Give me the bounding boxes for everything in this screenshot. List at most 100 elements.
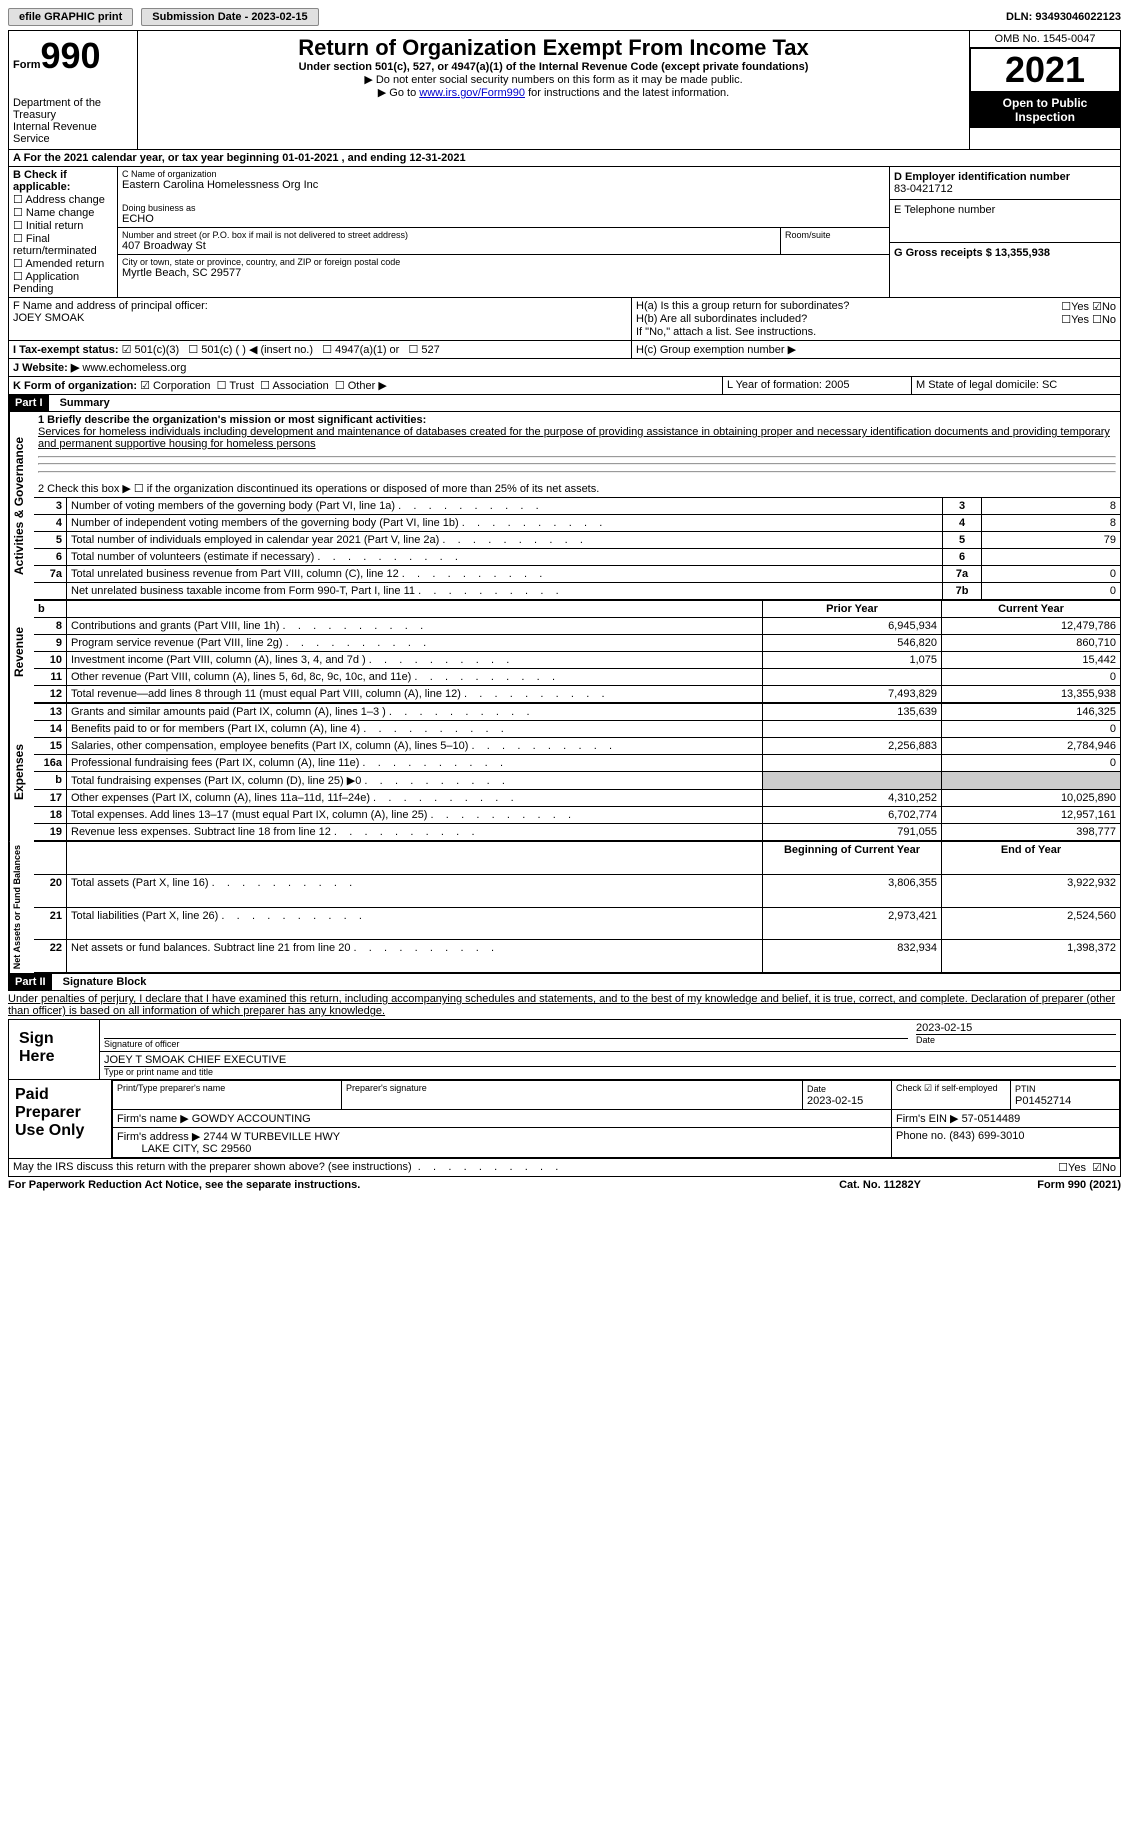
check-self-label: Check ☑ if self-employed	[892, 1081, 1011, 1110]
hb-note: If "No," attach a list. See instructions…	[636, 326, 1116, 338]
form-label: Form	[13, 59, 41, 71]
g-label: G Gross receipts $ 13,355,938	[894, 247, 1116, 259]
org-name: Eastern Carolina Homelessness Org Inc	[122, 179, 885, 191]
cb-initial[interactable]: Initial return	[26, 220, 83, 232]
discuss-no[interactable]: No	[1102, 1162, 1116, 1174]
i-501c[interactable]: 501(c) ( ) ◀ (insert no.)	[201, 344, 313, 356]
firm-addr2: LAKE CITY, SC 29560	[141, 1143, 251, 1155]
sign-here-block: Sign Here Signature of officer 2023-02-1…	[8, 1019, 1121, 1080]
firm-addr-label: Firm's address ▶	[117, 1131, 200, 1143]
table-row: Beginning of Current Year End of Year	[34, 842, 1120, 875]
table-row: 17 Other expenses (Part IX, column (A), …	[34, 790, 1120, 807]
table-row: 12 Total revenue—add lines 8 through 11 …	[34, 686, 1120, 703]
irs-label: Internal Revenue Service	[13, 121, 133, 145]
i-501c3[interactable]: 501(c)(3)	[135, 344, 180, 356]
cb-pending[interactable]: Application Pending	[13, 271, 79, 295]
form990-link[interactable]: www.irs.gov/Form990	[419, 87, 525, 99]
k-label: K Form of organization:	[13, 380, 137, 392]
declaration-text: Under penalties of perjury, I declare th…	[8, 991, 1121, 1019]
org-form-row: K Form of organization: ☑ Corporation ☐ …	[8, 377, 1121, 395]
table-row: 15 Salaries, other compensation, employe…	[34, 738, 1120, 755]
city-label: City or town, state or province, country…	[122, 257, 885, 267]
table-row: Net unrelated business taxable income fr…	[34, 583, 1120, 600]
f-label: F Name and address of principal officer:	[13, 300, 627, 312]
dba-value: ECHO	[122, 213, 885, 225]
table-row: 16a Professional fundraising fees (Part …	[34, 755, 1120, 772]
street-label: Number and street (or P.O. box if mail i…	[122, 230, 776, 240]
sign-here-label: Sign Here	[9, 1020, 100, 1079]
phone-value: (843) 699-3010	[949, 1130, 1024, 1142]
e-label: E Telephone number	[894, 204, 1116, 216]
ein-value: 83-0421712	[894, 183, 1116, 195]
table-row: 13 Grants and similar amounts paid (Part…	[34, 704, 1120, 721]
table-row: b Prior Year Current Year	[34, 601, 1120, 618]
form-footer: Form 990 (2021)	[921, 1179, 1121, 1191]
website-row: J Website: ▶ www.echomeless.org	[8, 359, 1121, 377]
submission-date-button[interactable]: Submission Date - 2023-02-15	[141, 8, 318, 26]
form-number: 990	[41, 35, 101, 76]
sig-officer-label: Signature of officer	[104, 1039, 908, 1049]
part2-header: Part II	[9, 974, 52, 990]
table-row: 9 Program service revenue (Part VIII, li…	[34, 635, 1120, 652]
goto-pre: ▶ Go to	[378, 87, 419, 99]
firm-ein-label: Firm's EIN ▶	[896, 1113, 959, 1125]
cb-name[interactable]: Name change	[26, 207, 95, 219]
k-trust[interactable]: Trust	[229, 380, 254, 392]
table-row: 11 Other revenue (Part VIII, column (A),…	[34, 669, 1120, 686]
street-value: 407 Broadway St	[122, 240, 776, 252]
firm-name: GOWDY ACCOUNTING	[192, 1113, 311, 1125]
website-value: www.echomeless.org	[82, 362, 186, 374]
k-other[interactable]: Other ▶	[348, 380, 387, 392]
efile-print-button[interactable]: efile GRAPHIC print	[8, 8, 133, 26]
ha-no[interactable]: No	[1102, 301, 1116, 313]
vlabel-exp: Expenses	[9, 703, 34, 841]
i-4947[interactable]: 4947(a)(1) or	[335, 344, 399, 356]
paid-prep-label: Paid Preparer Use Only	[9, 1080, 112, 1158]
i-527[interactable]: 527	[421, 344, 439, 356]
table-row: 22 Net assets or fund balances. Subtract…	[34, 940, 1120, 973]
j-label: J Website: ▶	[13, 362, 79, 374]
vlabel-net: Net Assets or Fund Balances	[9, 841, 34, 973]
cb-amended[interactable]: Amended return	[25, 258, 104, 270]
table-row: 18 Total expenses. Add lines 13–17 (must…	[34, 807, 1120, 824]
table-row: 6 Total number of volunteers (estimate i…	[34, 549, 1120, 566]
cb-final[interactable]: Final return/terminated	[13, 233, 97, 257]
hb-yes[interactable]: Yes	[1071, 314, 1089, 326]
subtitle-1: Under section 501(c), 527, or 4947(a)(1)…	[142, 61, 965, 73]
firm-addr1: 2744 W TURBEVILLE HWY	[203, 1131, 340, 1143]
prep-date: 2023-02-15	[807, 1095, 863, 1107]
l2-text: 2 Check this box ▶ ☐ if the organization…	[34, 480, 1120, 497]
m-label: M State of legal domicile: SC	[912, 377, 1120, 394]
table-row: 10 Investment income (Part VIII, column …	[34, 652, 1120, 669]
subtitle-2: ▶ Do not enter social security numbers o…	[142, 73, 965, 86]
ptin-value: P01452714	[1015, 1095, 1071, 1107]
phone-label: Phone no.	[896, 1130, 946, 1142]
k-corp[interactable]: Corporation	[153, 380, 210, 392]
dept-label: Department of the Treasury	[13, 97, 133, 121]
hb-no[interactable]: No	[1102, 314, 1116, 326]
ha-label: H(a) Is this a group return for subordin…	[636, 300, 1061, 313]
i-label: I Tax-exempt status:	[13, 344, 119, 356]
discuss-yes[interactable]: Yes	[1068, 1162, 1086, 1174]
sig-date: 2023-02-15	[916, 1022, 1116, 1035]
part2-title: Signature Block	[55, 976, 147, 988]
ptin-label: PTIN	[1015, 1084, 1036, 1094]
prep-date-label: Date	[807, 1084, 826, 1094]
vlabel-gov: Activities & Governance	[9, 412, 34, 600]
k-assoc[interactable]: Association	[272, 380, 328, 392]
table-row: 21 Total liabilities (Part X, line 26) 2…	[34, 907, 1120, 940]
table-row: 19 Revenue less expenses. Subtract line …	[34, 824, 1120, 841]
ha-yes[interactable]: Yes	[1071, 301, 1089, 313]
part1-title: Summary	[52, 397, 110, 409]
firm-name-label: Firm's name ▶	[117, 1113, 189, 1125]
dba-label: Doing business as	[122, 203, 885, 213]
officer-printed: JOEY T SMOAK CHIEF EXECUTIVE	[104, 1054, 1116, 1067]
part1-body: Activities & Governance 1 Briefly descri…	[8, 412, 1121, 600]
prep-name-label: Print/Type preparer's name	[117, 1083, 337, 1093]
tax-year: 2021	[970, 48, 1120, 92]
room-label: Room/suite	[785, 230, 885, 240]
cb-addr[interactable]: Address change	[25, 194, 105, 206]
c-label: C Name of organization	[122, 169, 885, 179]
pra-notice: For Paperwork Reduction Act Notice, see …	[8, 1179, 839, 1191]
identity-block: B Check if applicable: ☐ Address change …	[8, 167, 1121, 298]
